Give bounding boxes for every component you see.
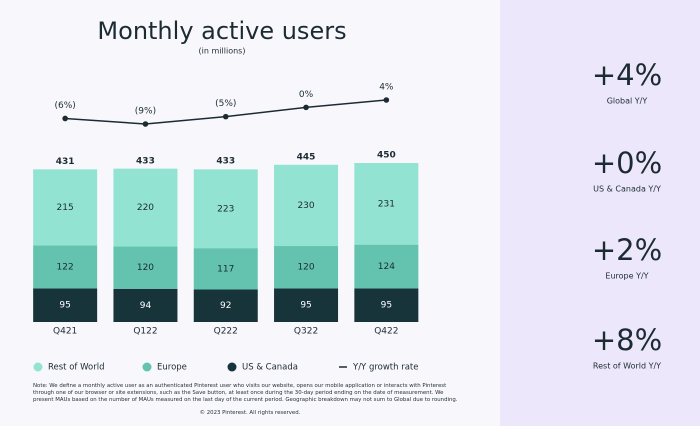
kpi-label: Rest of World Y/Y [593, 362, 661, 371]
bar-segment [193, 248, 258, 290]
segment-label: 120 [297, 263, 314, 273]
legend-marker [33, 362, 43, 372]
x-tick-label: Q421 [53, 327, 77, 337]
growth-label: (9%) [135, 107, 156, 117]
bar-segment [354, 288, 419, 322]
legend-marker [142, 362, 152, 372]
growth-point [142, 121, 149, 127]
growth-point [62, 115, 68, 122]
bar-segment [274, 164, 339, 247]
bar-segment [113, 246, 178, 289]
total-label: 431 [56, 157, 75, 167]
x-tick-label: Q322 [294, 327, 318, 337]
segment-label: 120 [137, 263, 154, 273]
kpi-label: US & Canada Y/Y [593, 185, 661, 194]
segment-label: 220 [137, 203, 154, 213]
growth-label: (6%) [54, 101, 75, 111]
segment-label: 95 [59, 301, 70, 311]
bar-segment [113, 168, 178, 247]
bar-segment [354, 244, 419, 289]
segment-label: 92 [220, 301, 231, 311]
copyright: © 2023 Pinterest. All rights reserved. [199, 410, 301, 416]
x-tick-label: Q122 [133, 327, 157, 337]
segment-label: 124 [378, 262, 395, 272]
growth-point [303, 104, 309, 111]
bar-segment [274, 246, 339, 289]
growth-point [383, 97, 390, 103]
bar-segment [33, 245, 98, 289]
legend-marker [227, 362, 237, 372]
segment-label: 95 [300, 301, 311, 311]
segment-label: 117 [217, 264, 234, 274]
segment-label: 122 [57, 262, 74, 272]
total-label: 433 [136, 157, 155, 167]
legend-label: Y/Y growth rate [352, 363, 419, 373]
kpi-value: +4% [592, 58, 662, 92]
segment-label: 94 [140, 301, 152, 311]
footnote: Note: We define a monthly active user as… [33, 383, 458, 403]
kpi-label: Global Y/Y [607, 97, 648, 106]
growth-label: 4% [379, 83, 394, 93]
bar-segment [113, 288, 178, 322]
chart-title: Monthly active users [97, 17, 346, 45]
x-tick-label: Q222 [214, 327, 238, 337]
kpi-value: +8% [592, 323, 662, 357]
legend-label: US & Canada [242, 363, 298, 373]
bar-segment [274, 288, 339, 322]
side-panel [500, 0, 700, 426]
segment-label: 223 [217, 204, 234, 214]
kpi-value: +2% [592, 233, 662, 267]
kpi-value: +0% [592, 146, 662, 180]
x-tick-label: Q422 [374, 327, 398, 337]
bar-segment [33, 169, 98, 246]
bar-segment [33, 288, 98, 322]
bar-segment [193, 169, 258, 249]
chart-subtitle: (in millions) [199, 47, 246, 56]
segment-label: 231 [378, 199, 395, 209]
segment-label: 215 [57, 203, 74, 213]
kpi-label: Europe Y/Y [605, 272, 648, 281]
growth-point [222, 113, 229, 120]
bar-segment [354, 163, 419, 245]
growth-label: 0% [299, 90, 314, 100]
legend-label: Europe [157, 363, 187, 373]
total-label: 433 [216, 157, 235, 167]
total-label: 450 [377, 151, 396, 161]
legend-label: Rest of World [48, 363, 104, 373]
total-label: 445 [297, 152, 316, 162]
bar-segment [193, 289, 258, 322]
growth-label: (5%) [215, 99, 236, 109]
segment-label: 230 [297, 201, 314, 211]
segment-label: 95 [381, 301, 392, 311]
